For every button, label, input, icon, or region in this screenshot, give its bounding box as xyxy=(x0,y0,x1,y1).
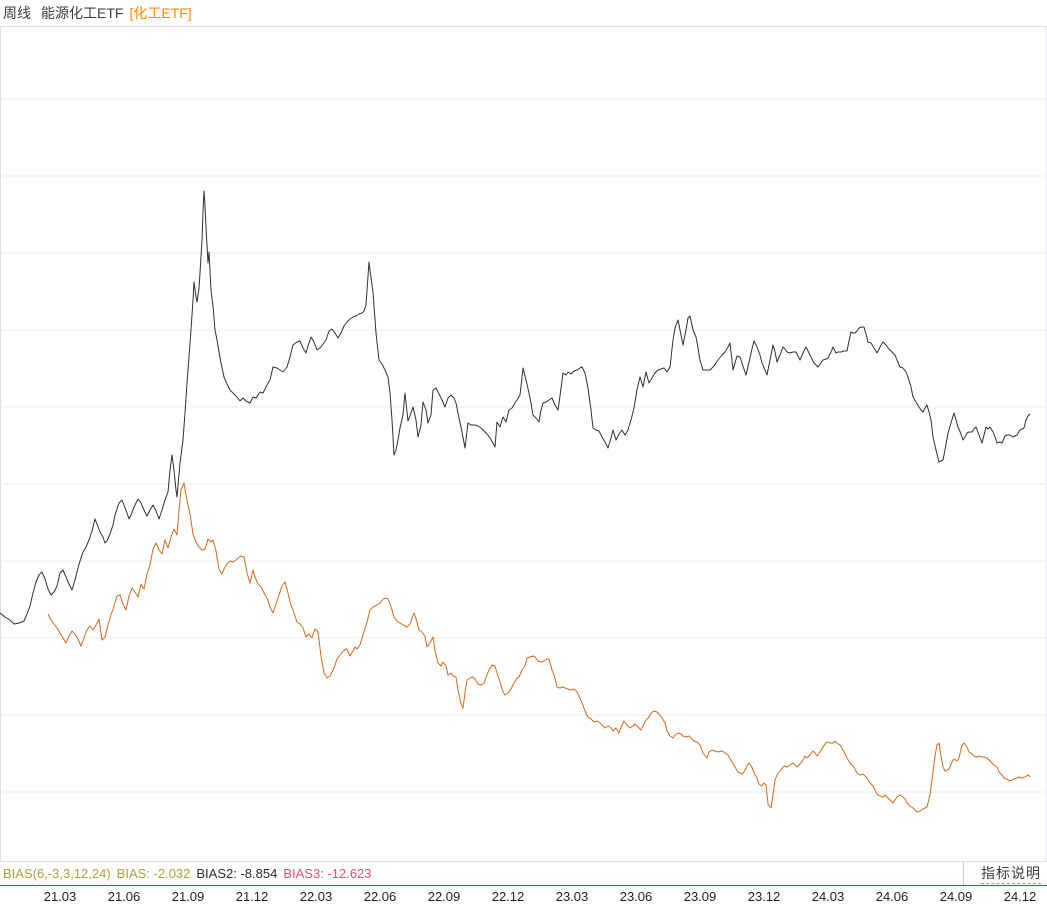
indicator-formula: BIAS(6,-3,3,12,24) xyxy=(3,866,111,881)
x-axis-tick-label: 22.09 xyxy=(427,889,461,904)
x-axis-tick-label: 22.06 xyxy=(363,889,397,904)
x-axis-tick-label: 23.12 xyxy=(747,889,781,904)
series-line-compare xyxy=(48,483,1030,812)
x-axis-tick-label: 22.03 xyxy=(299,889,333,904)
x-axis-tick-label: 23.09 xyxy=(683,889,717,904)
series-line-main xyxy=(0,191,1030,624)
x-axis-tick-label: 21.06 xyxy=(107,889,141,904)
indicator-help-link[interactable]: 指标说明 xyxy=(981,862,1041,884)
plot-area[interactable] xyxy=(0,27,1047,861)
x-axis-tick-label: 23.06 xyxy=(619,889,653,904)
x-axis-tick-label: 24.09 xyxy=(939,889,973,904)
x-axis-tick-label: 21.09 xyxy=(171,889,205,904)
x-axis-tick-label: 21.12 xyxy=(235,889,269,904)
indicator-values: BIAS: -2.032 BIAS2: -8.854 BIAS3: -12.623 xyxy=(111,866,372,881)
price-chart-svg[interactable] xyxy=(0,27,1047,861)
chart-symbol-name: 能源化工ETF xyxy=(41,5,124,21)
x-axis-tick-label: 24.03 xyxy=(811,889,845,904)
indicator-bar: BIAS(6,-3,3,12,24) BIAS: -2.032 BIAS2: -8.… xyxy=(0,861,1047,887)
x-axis-tick-label: 24.06 xyxy=(875,889,909,904)
indicator-bar-divider xyxy=(963,862,964,885)
x-axis-tick-label: 23.03 xyxy=(555,889,589,904)
indicator-value: BIAS: -2.032 xyxy=(116,866,191,881)
x-axis: 21.03 21.06 21.09 21.12 22.03 22.06 22.09 22.12… xyxy=(0,886,1047,907)
compare-symbol-label: [化工ETF] xyxy=(129,5,192,21)
indicator-value: BIAS2: -8.854 xyxy=(196,866,278,881)
indicator-value: BIAS3: -12.623 xyxy=(283,866,372,881)
x-axis-tick-label: 21.03 xyxy=(43,889,77,904)
chart-period-label: 周线 xyxy=(3,5,31,21)
x-axis-tick-label: 24.12 xyxy=(1003,889,1037,904)
x-axis-tick-label: 22.12 xyxy=(491,889,525,904)
chart-title-bar: 周线 能源化工ETF [化工ETF] xyxy=(0,0,1047,27)
